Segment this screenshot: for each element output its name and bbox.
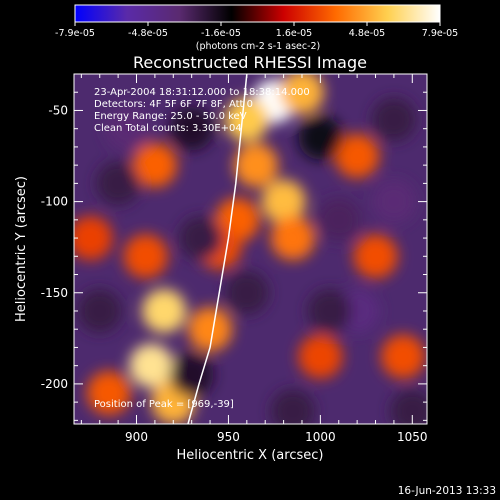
intensity-blob [279,74,324,115]
x-tick-label: 900 [125,430,148,444]
intensity-blob [188,307,233,352]
y-tick-label: -150 [41,286,68,300]
detectors-label: Detectors: 4F 5F 6F 7F 8F, Att 0 [94,99,253,110]
intensity-blob [381,334,426,379]
intensity-blob [129,343,174,388]
intensity-blob [224,97,269,142]
x-tick-label: 1000 [305,430,336,444]
intensity-blob [224,270,269,315]
intensity-blob [123,234,168,279]
x-tick-label: 950 [217,430,240,444]
colorbar-tick-label: -1.6e-05 [201,28,241,39]
intensity-blob [335,134,380,179]
intensity-blob [390,389,427,424]
render-timestamp: 16-Jun-2013 13:33 [398,485,496,497]
y-tick-label: -100 [41,195,68,209]
intensity-blob [371,179,416,224]
intensity-blob [169,352,214,397]
intensity-blob [142,288,187,333]
intensity-blob [298,334,343,379]
chart-title: Reconstructed RHESSI Image [133,53,367,72]
intensity-blob [307,288,352,333]
intensity-blob [261,179,306,224]
intensity-blob [270,389,315,424]
intensity-blob [132,143,177,188]
colorbar-tick-label: 1.6e-05 [276,28,312,39]
y-tick-label: -50 [48,103,68,117]
intensity-blob [234,143,279,188]
energy-range-label: Energy Range: 25.0 - 50.0 keV [94,111,247,122]
intensity-blob [371,97,416,142]
y-axis-label: Heliocentric Y (arcsec) [14,176,29,322]
intensity-blob [77,288,122,333]
intensity-map [74,74,427,424]
colorbar-ticks: -7.9e-05 -4.8e-05 -1.6e-05 1.6e-05 4.8e-05 7.… [55,22,458,39]
axes: 900 950 1000 1050 -50 -100 -150 -200 [41,74,428,444]
intensity-blob [169,106,214,151]
colorbar-tick-label: -7.9e-05 [55,28,95,39]
peak-position-label: Position of Peak = [969,-39] [94,399,234,410]
plot-frame [73,73,428,425]
colorbar-tick-label: 7.9e-05 [422,28,458,39]
x-axis-label: Heliocentric X (arcsec) [177,448,324,463]
intensity-blob [74,216,113,261]
colorbar-unit-label: (photons cm-2 s-1 asec-2) [196,41,321,52]
x-tick-label: 1050 [397,430,428,444]
intensity-blob [96,161,141,206]
intensity-blob [353,234,398,279]
colorbar-tick-label: -4.8e-05 [128,28,168,39]
intensity-blob [316,197,361,242]
intensity-blob [298,115,343,160]
intensity-blob [270,216,315,261]
intensity-blob [178,216,223,261]
solar-limb-line [187,74,248,424]
intensity-blob [105,106,150,151]
intensity-blob [86,371,131,416]
y-tick-label: -200 [41,377,68,391]
colorbar [74,4,441,23]
time-range-label: 23-Apr-2004 18:31:12.000 to 18:38:14.000 [94,87,310,98]
method-counts-label: Clean Total counts: 3.30E+04 [94,123,242,134]
colorbar-tick-label: 4.8e-05 [349,28,385,39]
